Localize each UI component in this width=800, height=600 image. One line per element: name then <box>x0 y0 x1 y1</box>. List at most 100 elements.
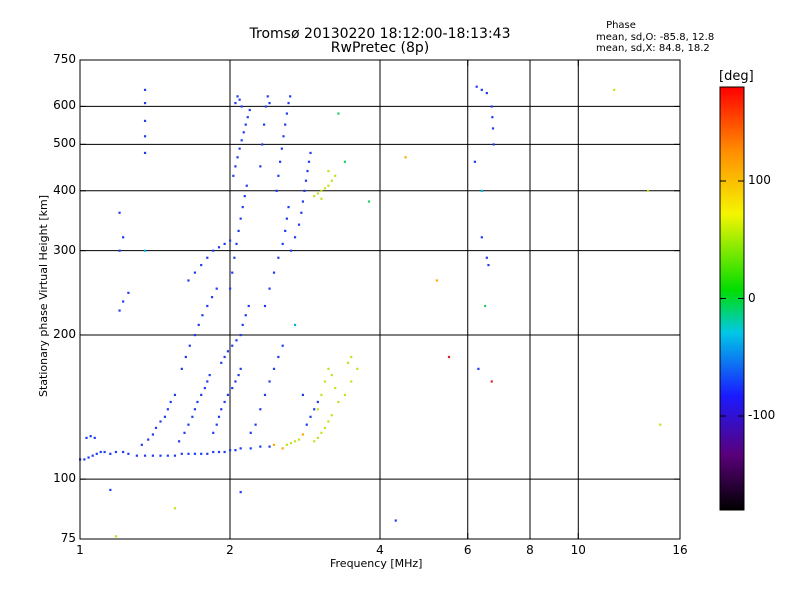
colorbar-tick-label: -100 <box>748 408 776 422</box>
data-point <box>193 271 197 274</box>
data-point <box>154 426 158 430</box>
data-point <box>143 101 147 105</box>
data-point <box>212 431 215 434</box>
data-point <box>143 119 147 122</box>
data-point <box>188 344 191 347</box>
data-point <box>346 361 350 364</box>
x-tick-label: 4 <box>376 543 384 557</box>
data-point <box>284 123 287 126</box>
data-point <box>293 440 297 443</box>
data-point <box>180 452 183 455</box>
data-point <box>320 189 323 192</box>
data-point <box>301 393 305 397</box>
data-point <box>285 112 288 115</box>
data-point <box>122 236 125 239</box>
data-point <box>187 452 190 455</box>
data-point <box>196 400 199 404</box>
data-point <box>275 189 278 192</box>
data-point <box>206 304 209 308</box>
data-point <box>487 263 490 267</box>
data-point <box>259 408 262 411</box>
data-point <box>234 165 237 168</box>
data-point <box>91 454 94 457</box>
data-point <box>350 380 353 383</box>
data-point <box>193 333 197 337</box>
data-point <box>254 423 257 426</box>
data-point <box>89 435 92 438</box>
data-point <box>272 367 276 370</box>
phase-heading: Phase <box>606 20 636 31</box>
data-point <box>313 195 316 198</box>
data-point <box>477 367 480 370</box>
data-point <box>99 450 102 454</box>
x-tick-label: 8 <box>526 543 534 557</box>
data-point <box>613 88 616 91</box>
data-point <box>229 239 232 242</box>
data-point <box>235 242 238 245</box>
data-point <box>147 438 150 441</box>
data-point <box>263 304 267 308</box>
data-point <box>212 249 215 252</box>
data-point <box>226 350 230 353</box>
data-point <box>282 135 285 138</box>
data-point <box>327 367 330 370</box>
data-point <box>223 400 226 404</box>
data-point <box>151 454 155 457</box>
axis-ticks <box>79 59 681 540</box>
data-point <box>313 408 316 411</box>
data-point <box>491 116 494 119</box>
data-point <box>235 339 238 342</box>
x-tick-label: 10 <box>570 543 586 557</box>
y-tick-label: 600 <box>53 98 76 113</box>
data-point <box>287 205 290 209</box>
data-point <box>249 431 252 434</box>
data-point <box>122 450 125 454</box>
data-point <box>259 445 262 448</box>
data-point <box>177 440 181 443</box>
data-point <box>646 189 650 192</box>
data-point <box>480 88 483 91</box>
data-point <box>246 116 249 119</box>
data-point <box>327 420 330 423</box>
data-point <box>263 393 267 397</box>
data-point <box>268 445 271 448</box>
data-point <box>303 189 306 192</box>
data-point <box>285 217 288 220</box>
data-point <box>193 408 197 411</box>
data-point <box>490 105 493 108</box>
data-point <box>215 287 218 290</box>
data-point <box>193 452 197 455</box>
x-tick-label: 6 <box>463 543 472 557</box>
data-point <box>244 123 247 126</box>
data-point <box>289 95 292 98</box>
data-point <box>118 309 121 312</box>
data-point <box>109 488 112 492</box>
data-point <box>435 279 438 282</box>
data-point <box>187 279 190 282</box>
data-point <box>293 323 297 327</box>
data-point <box>367 200 371 203</box>
x-tick-label: 2 <box>226 543 234 557</box>
x-tick-label: 16 <box>672 543 688 557</box>
data-point <box>485 256 488 259</box>
colorbar-ticks <box>720 180 744 417</box>
data-point <box>233 256 236 259</box>
data-point <box>475 85 478 88</box>
y-tick-label: 75 <box>60 531 76 545</box>
data-point <box>238 147 241 150</box>
data-point <box>343 393 347 397</box>
data-point <box>200 263 203 267</box>
data-point <box>140 443 143 446</box>
data-point <box>327 184 330 187</box>
data-point <box>143 135 147 138</box>
data-point <box>300 211 303 214</box>
data-point <box>320 393 323 397</box>
data-point <box>350 355 353 359</box>
data-point <box>173 454 177 457</box>
data-point <box>309 151 312 155</box>
data-point <box>239 491 242 494</box>
data-point <box>166 408 169 411</box>
data-point <box>238 98 241 101</box>
data-point <box>394 519 397 522</box>
chart-title: Tromsø 20130220 18:12:00-18:13:43 <box>249 26 511 42</box>
